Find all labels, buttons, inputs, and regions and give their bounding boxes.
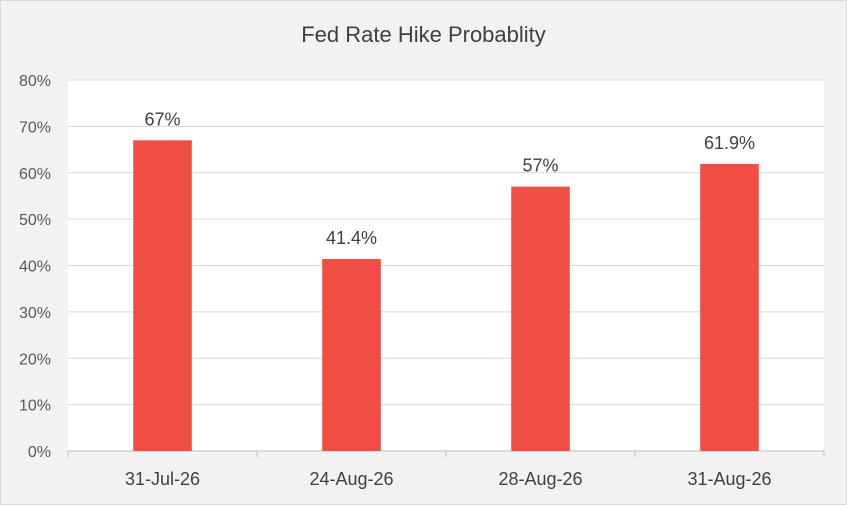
bar-31-Aug-26 [700,163,759,451]
bar-28-Aug-26 [511,186,570,451]
x-tick-label-31-Aug-26: 31-Aug-26 [687,469,771,489]
y-tick-label-0: 0% [28,444,51,461]
chart-title: Fed Rate Hike Probablity [301,22,546,47]
y-tick-label-10: 10% [19,398,51,415]
x-axis [67,450,825,457]
data-labels: 67% 41.4% 57% 61.9% [144,109,755,248]
y-tick-label-20: 20% [19,351,51,368]
y-tick-label-50: 50% [19,212,51,229]
x-axis-tick-labels: 31-Jul-26 24-Aug-26 28-Aug-26 31-Aug-26 [125,469,772,489]
data-label-31-Aug-26: 61.9% [704,133,755,153]
x-tick-label-28-Aug-26: 28-Aug-26 [498,469,582,489]
gridlines [68,79,824,406]
y-tick-label-70: 70% [19,119,51,136]
bar-24-Aug-26 [322,259,381,451]
bars [133,140,759,451]
y-axis-ticks: 0% 10% 20% 30% 40% 50% 60% 70% 80% [19,73,51,461]
x-tick-label-24-Aug-26: 24-Aug-26 [309,469,393,489]
data-label-31-Jul-26: 67% [144,109,180,129]
x-tick-label-31-Jul-26: 31-Jul-26 [125,469,200,489]
y-tick-label-30: 30% [19,305,51,322]
y-tick-label-80: 80% [19,73,51,90]
y-tick-label-40: 40% [19,259,51,276]
bar-31-Jul-26 [133,140,192,451]
data-label-28-Aug-26: 57% [522,156,558,176]
y-tick-label-60: 60% [19,166,51,183]
data-label-24-Aug-26: 41.4% [326,228,377,248]
